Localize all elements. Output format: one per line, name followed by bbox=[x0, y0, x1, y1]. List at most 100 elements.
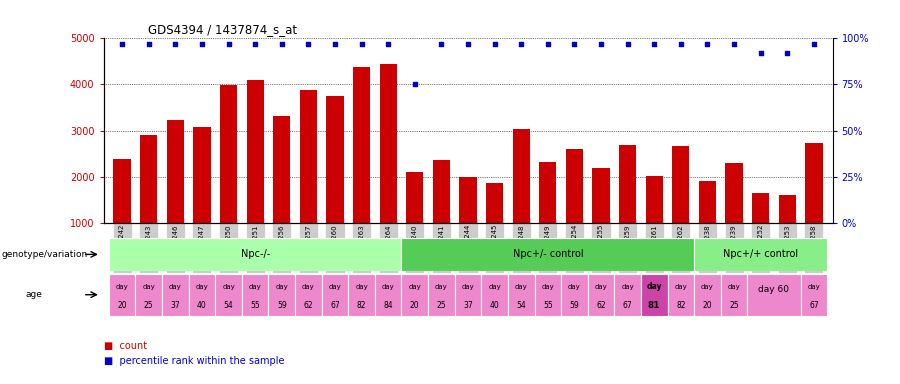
Text: 25: 25 bbox=[144, 301, 154, 310]
Bar bbox=[535, 273, 561, 316]
Point bbox=[541, 41, 555, 47]
Point bbox=[753, 50, 768, 56]
Text: day: day bbox=[222, 284, 235, 290]
Bar bbox=[672, 146, 689, 269]
Bar bbox=[327, 96, 344, 269]
Bar bbox=[135, 273, 162, 316]
Bar bbox=[406, 172, 423, 269]
Text: 20: 20 bbox=[410, 301, 419, 310]
Bar bbox=[433, 160, 450, 269]
Bar bbox=[806, 144, 823, 269]
Bar bbox=[273, 116, 291, 269]
Bar bbox=[694, 238, 827, 271]
Bar bbox=[747, 273, 801, 316]
Point bbox=[806, 41, 821, 47]
Point bbox=[647, 41, 662, 47]
Text: Npc+/+ control: Npc+/+ control bbox=[723, 249, 798, 260]
Text: day: day bbox=[195, 284, 208, 290]
Point bbox=[408, 81, 422, 88]
Point bbox=[381, 41, 395, 47]
Bar bbox=[194, 127, 211, 269]
Point bbox=[488, 41, 502, 47]
Bar bbox=[566, 149, 583, 269]
Text: day: day bbox=[248, 284, 262, 290]
Bar bbox=[109, 273, 135, 316]
Bar bbox=[645, 176, 663, 269]
Bar bbox=[162, 273, 189, 316]
Text: Npc-/-: Npc-/- bbox=[240, 249, 270, 260]
Bar bbox=[508, 273, 535, 316]
Bar bbox=[242, 273, 268, 316]
Bar bbox=[615, 273, 641, 316]
Text: ■  percentile rank within the sample: ■ percentile rank within the sample bbox=[104, 356, 284, 366]
Bar bbox=[295, 273, 321, 316]
Text: day: day bbox=[674, 284, 688, 290]
Bar bbox=[513, 129, 530, 269]
Bar bbox=[694, 273, 721, 316]
Bar bbox=[721, 273, 747, 316]
Text: 55: 55 bbox=[543, 301, 553, 310]
Text: 67: 67 bbox=[809, 301, 819, 310]
Bar bbox=[801, 273, 827, 316]
Text: 62: 62 bbox=[303, 301, 313, 310]
Text: 37: 37 bbox=[464, 301, 472, 310]
Text: day: day bbox=[302, 284, 315, 290]
Text: day: day bbox=[382, 284, 394, 290]
Text: day: day bbox=[595, 284, 608, 290]
Text: day: day bbox=[542, 284, 554, 290]
Point bbox=[302, 41, 316, 47]
Point bbox=[274, 41, 289, 47]
Bar bbox=[220, 85, 238, 269]
Text: Npc+/- control: Npc+/- control bbox=[512, 249, 583, 260]
Point bbox=[248, 41, 263, 47]
Bar bbox=[401, 238, 694, 271]
Bar bbox=[380, 64, 397, 269]
Text: day: day bbox=[728, 284, 741, 290]
Bar bbox=[268, 273, 295, 316]
Point bbox=[115, 41, 130, 47]
Bar bbox=[401, 273, 428, 316]
Text: 40: 40 bbox=[197, 301, 207, 310]
Text: day: day bbox=[515, 284, 527, 290]
Text: ■  count: ■ count bbox=[104, 341, 147, 351]
Point bbox=[727, 41, 742, 47]
Text: 59: 59 bbox=[277, 301, 286, 310]
Text: day: day bbox=[328, 284, 341, 290]
Text: day: day bbox=[409, 284, 421, 290]
Text: 54: 54 bbox=[517, 301, 526, 310]
Bar bbox=[247, 80, 264, 269]
Point bbox=[700, 41, 715, 47]
Text: day: day bbox=[275, 284, 288, 290]
Text: 67: 67 bbox=[623, 301, 633, 310]
Text: 37: 37 bbox=[170, 301, 180, 310]
Text: day: day bbox=[807, 284, 820, 290]
Bar bbox=[166, 119, 184, 269]
Point bbox=[620, 41, 634, 47]
Text: day: day bbox=[142, 284, 155, 290]
Text: 25: 25 bbox=[436, 301, 446, 310]
Text: 67: 67 bbox=[330, 301, 340, 310]
Point bbox=[567, 41, 581, 47]
Bar bbox=[113, 159, 130, 269]
Bar bbox=[348, 273, 375, 316]
Text: day: day bbox=[621, 284, 634, 290]
Text: day: day bbox=[568, 284, 580, 290]
Bar bbox=[752, 193, 770, 269]
Bar bbox=[668, 273, 694, 316]
Bar bbox=[641, 273, 668, 316]
Text: 40: 40 bbox=[490, 301, 500, 310]
Bar bbox=[592, 168, 609, 269]
Text: 82: 82 bbox=[356, 301, 366, 310]
Text: 84: 84 bbox=[383, 301, 393, 310]
Point bbox=[168, 41, 183, 47]
Bar bbox=[375, 273, 401, 316]
Bar bbox=[539, 162, 556, 269]
Bar bbox=[109, 238, 401, 271]
Bar bbox=[698, 181, 716, 269]
Text: GDS4394 / 1437874_s_at: GDS4394 / 1437874_s_at bbox=[148, 23, 298, 36]
Bar bbox=[428, 273, 454, 316]
Point bbox=[434, 41, 448, 47]
Point bbox=[594, 41, 608, 47]
Bar bbox=[140, 135, 158, 269]
Text: day: day bbox=[462, 284, 474, 290]
